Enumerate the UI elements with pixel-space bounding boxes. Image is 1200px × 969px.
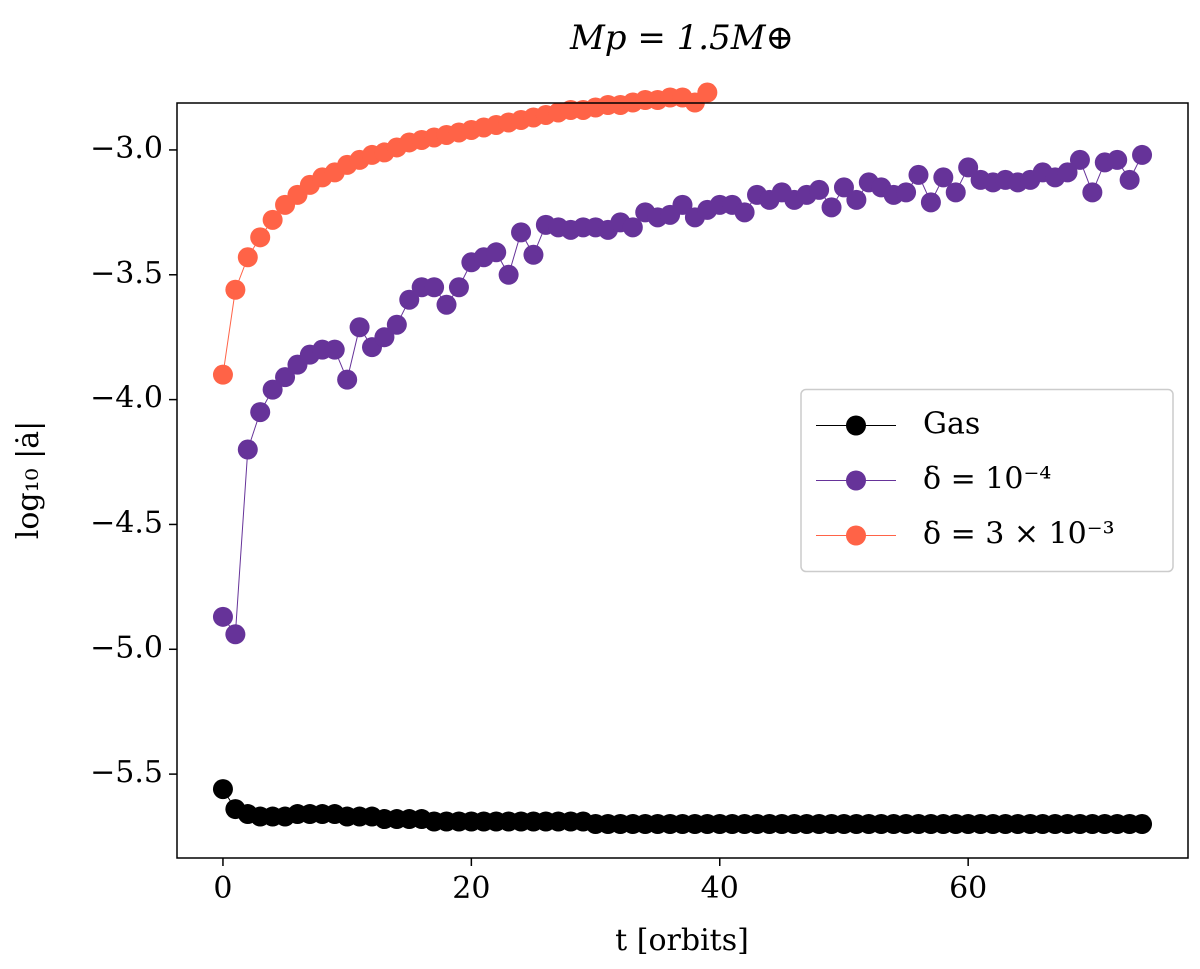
data-point [1132, 814, 1153, 835]
legend-label: δ = 3 × 10⁻³ [923, 517, 1115, 552]
data-point [212, 606, 233, 627]
data-point [908, 164, 929, 185]
data-point [933, 167, 954, 188]
data-point [846, 189, 867, 210]
data-point [262, 209, 283, 230]
data-point [697, 82, 718, 103]
data-point [237, 247, 258, 268]
data-point [250, 227, 271, 248]
data-point [523, 244, 544, 265]
y-axis-label: log₁₀ |ȧ| [11, 421, 46, 540]
data-point [672, 194, 693, 215]
legend-label: Gas [923, 407, 980, 442]
data-point [212, 364, 233, 385]
data-point [275, 367, 296, 388]
data-point [225, 279, 246, 300]
x-tick-label: 40 [701, 871, 739, 906]
data-point [1057, 162, 1078, 183]
y-tick-label: −5.5 [90, 755, 163, 790]
data-point [337, 369, 358, 390]
data-point [262, 379, 283, 400]
y-tick-label: −3.0 [90, 131, 163, 166]
data-point [399, 289, 420, 310]
legend-marker [846, 415, 866, 436]
data-point [511, 222, 532, 243]
chart-title: Mp = 1.5M⊕ [569, 18, 794, 58]
y-tick-label: −4.5 [90, 505, 163, 540]
data-point [374, 327, 395, 348]
data-point [212, 779, 233, 800]
data-point [896, 182, 917, 203]
data-point [945, 182, 966, 203]
x-tick-label: 0 [213, 871, 232, 906]
data-point [225, 624, 246, 645]
data-point [237, 439, 258, 460]
data-point [436, 294, 457, 315]
data-point [324, 339, 345, 360]
y-tick-label: −4.0 [90, 381, 163, 416]
data-point [349, 317, 370, 338]
data-point [809, 179, 830, 200]
data-point [424, 277, 445, 298]
data-point [1069, 149, 1090, 170]
x-tick-label: 20 [452, 871, 490, 906]
data-point [920, 192, 941, 213]
data-point [958, 157, 979, 178]
data-point [386, 314, 407, 335]
legend-box [800, 388, 1174, 573]
y-tick-label: −5.0 [90, 630, 163, 665]
y-tick-label: −3.5 [90, 256, 163, 291]
data-point [498, 264, 519, 285]
data-point [1132, 144, 1153, 165]
data-point [486, 242, 507, 263]
data-point [1107, 149, 1128, 170]
legend-label: δ = 10⁻⁴ [923, 462, 1051, 497]
data-point [833, 177, 854, 198]
data-point [448, 277, 469, 298]
data-point [734, 202, 755, 223]
data-point [250, 402, 271, 423]
legend-marker [846, 525, 866, 546]
plot-frame [176, 102, 1189, 859]
data-point [1119, 169, 1140, 190]
x-tick-label: 60 [949, 871, 987, 906]
data-point [821, 197, 842, 218]
legend-marker [846, 470, 866, 491]
data-point [1082, 182, 1103, 203]
x-axis-label: t [orbits] [615, 923, 749, 958]
data-point [622, 217, 643, 238]
